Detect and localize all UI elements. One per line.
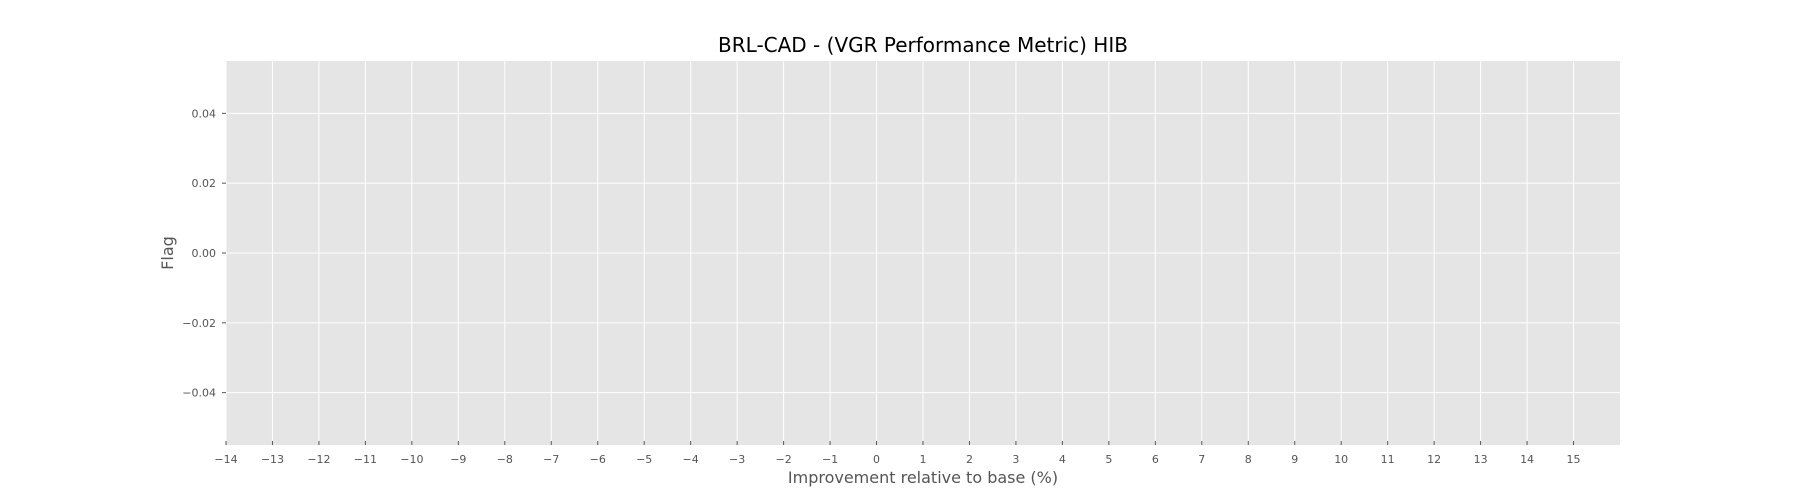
x-tick-label: 7: [1198, 453, 1205, 466]
y-axis-label: Flag: [158, 236, 177, 270]
chart-title: BRL-CAD - (VGR Performance Metric) HIB: [718, 33, 1128, 57]
x-tick-label: 4: [1059, 453, 1066, 466]
x-tick-label: 14: [1520, 453, 1534, 466]
x-tick-label: 15: [1567, 453, 1581, 466]
x-tick-label: −12: [307, 453, 330, 466]
x-tick-label: −5: [636, 453, 652, 466]
x-tick-label: −13: [261, 453, 284, 466]
x-tick-label: 9: [1291, 453, 1298, 466]
x-tick-label: 5: [1105, 453, 1112, 466]
x-tick-label: −4: [683, 453, 699, 466]
x-tick-label: −1: [822, 453, 838, 466]
x-tick-label: −10: [400, 453, 423, 466]
x-tick-label: 1: [920, 453, 927, 466]
x-tick-label: 6: [1152, 453, 1159, 466]
x-tick-label: −2: [775, 453, 791, 466]
x-tick-label: 12: [1427, 453, 1441, 466]
y-tick-label: 0.00: [192, 247, 217, 260]
x-tick-label: 8: [1245, 453, 1252, 466]
x-tick-label: 0: [873, 453, 880, 466]
x-tick-label: 13: [1474, 453, 1488, 466]
y-tick-label: 0.04: [192, 107, 217, 120]
y-tick-label: −0.04: [182, 387, 216, 400]
x-tick-label: 11: [1381, 453, 1395, 466]
x-tick-label: −11: [354, 453, 377, 466]
x-tick-label: −7: [543, 453, 559, 466]
y-tick-label: 0.02: [192, 177, 217, 190]
x-tick-label: 2: [966, 453, 973, 466]
x-axis-label: Improvement relative to base (%): [788, 468, 1058, 487]
x-tick-label: −9: [450, 453, 466, 466]
x-tick-label: −8: [497, 453, 513, 466]
x-tick-label: 3: [1012, 453, 1019, 466]
x-tick-label: −6: [590, 453, 606, 466]
grid-lines: [225, 61, 1620, 445]
y-tick-label: −0.02: [182, 317, 216, 330]
x-tick-label: −14: [214, 453, 237, 466]
x-tick-label: −3: [729, 453, 745, 466]
x-tick-label: 10: [1334, 453, 1348, 466]
axis-ticks: −14 −13 −12 −11 −10 −9 −8 −7 −6 −5 −4 −3 −2 −1 0 1 2 3 4 5 6…: [182, 107, 1580, 466]
